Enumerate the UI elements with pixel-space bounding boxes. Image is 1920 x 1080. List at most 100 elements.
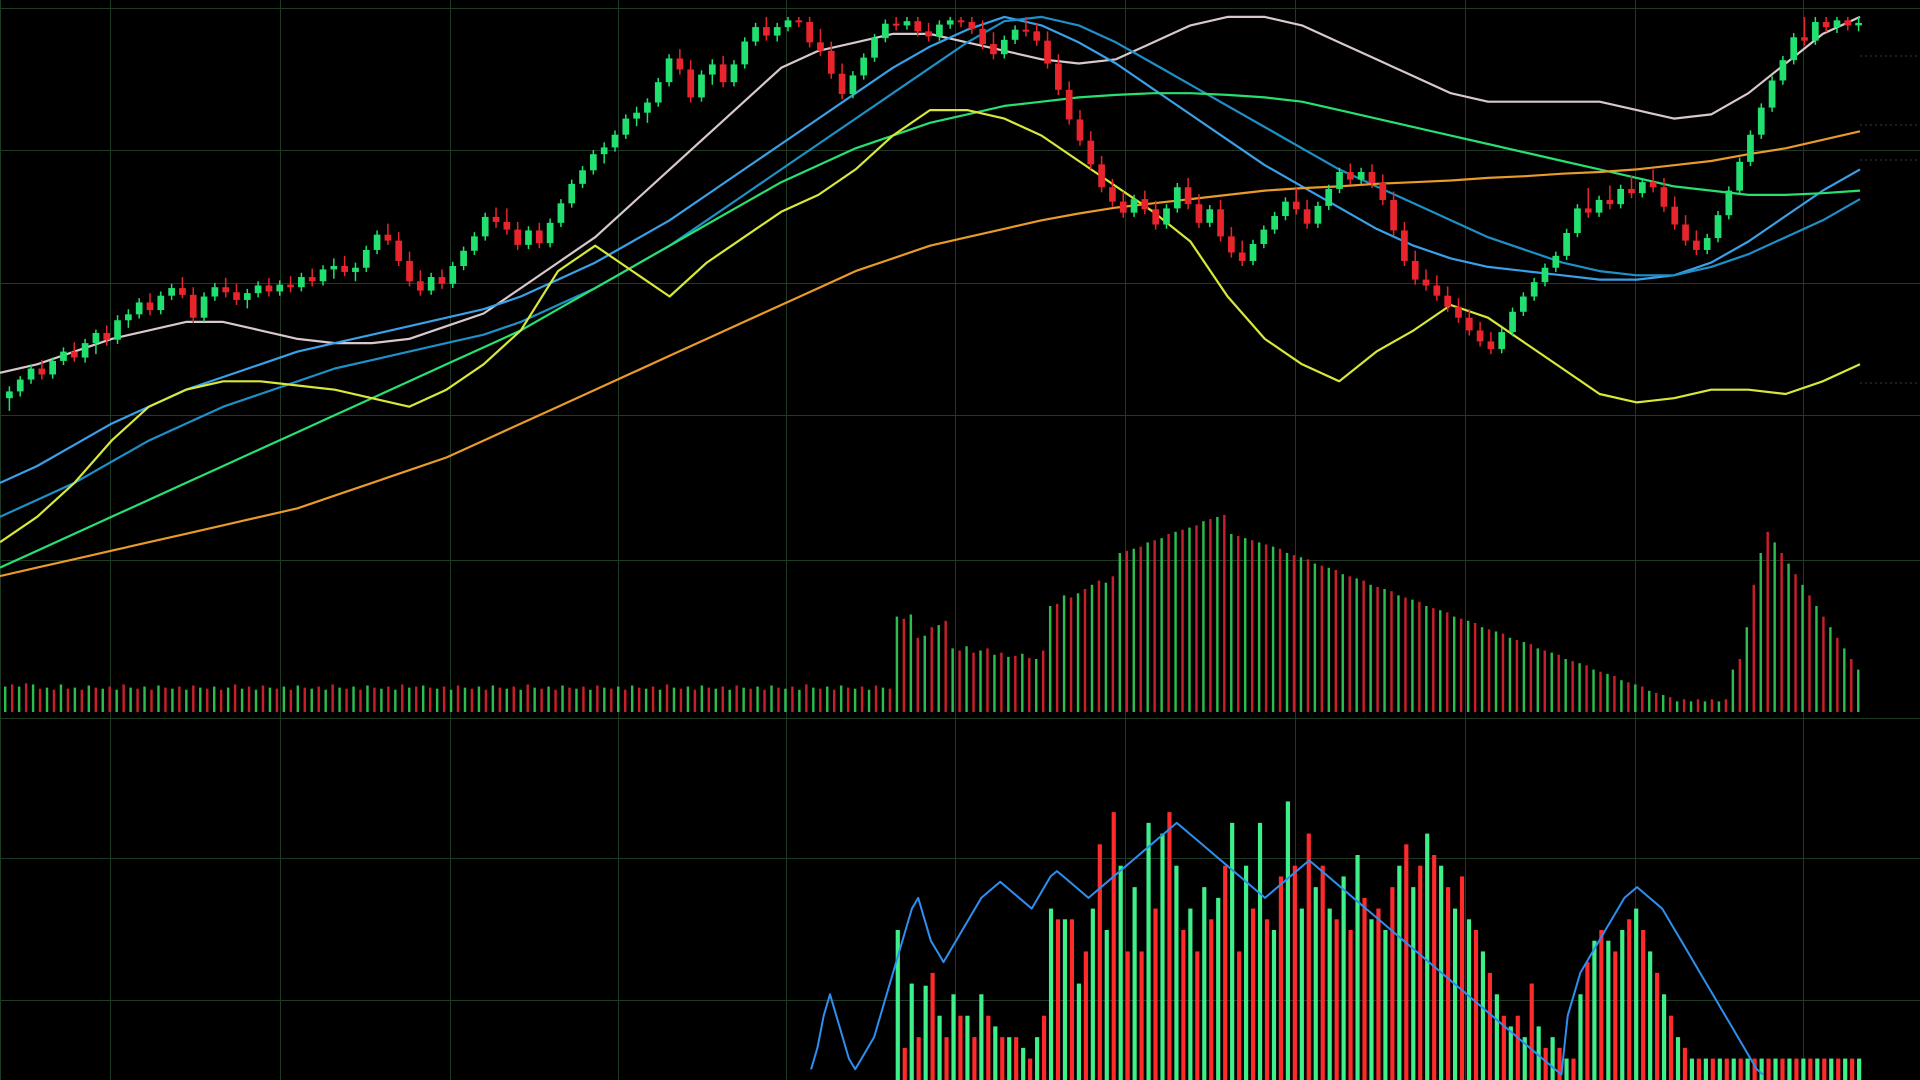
volume-bar <box>1083 589 1087 712</box>
volume-bar <box>554 689 557 712</box>
oscillator-bar <box>1355 855 1360 1080</box>
candle-body <box>1282 201 1289 217</box>
candle-body <box>622 118 630 135</box>
moving-average-line <box>0 130 1861 578</box>
oscillator-bar <box>972 1037 977 1080</box>
volume-bar <box>415 686 418 712</box>
candle-body <box>211 287 219 297</box>
volume-bar <box>401 684 404 712</box>
volume-bar <box>1376 586 1379 712</box>
candle-body <box>416 281 424 291</box>
candle-body <box>1195 204 1203 223</box>
oscillator-bar <box>1090 908 1095 1080</box>
volume-bar <box>1822 616 1825 712</box>
candle-body <box>730 64 738 83</box>
moving-average-line <box>0 15 1861 484</box>
volume-bar <box>637 687 641 712</box>
volume-bar <box>826 686 829 712</box>
volume-bar <box>693 689 697 712</box>
volume-bar <box>206 688 209 712</box>
candle-body <box>1693 240 1700 250</box>
candle-body <box>773 27 781 36</box>
candle-body <box>243 293 251 300</box>
candle-body <box>1476 330 1484 342</box>
volume-bar <box>435 688 439 712</box>
candle-body <box>427 277 435 291</box>
volume-bar <box>686 686 690 712</box>
oscillator-bar <box>1153 908 1158 1080</box>
candle-body <box>330 266 338 270</box>
volume-bar <box>380 688 383 712</box>
candle-body <box>1487 341 1495 350</box>
oscillator-bar <box>1801 1058 1806 1080</box>
volume-bar <box>1188 527 1191 712</box>
oscillator-bar <box>1160 833 1165 1080</box>
candle-body <box>168 288 175 296</box>
candle-body <box>1357 171 1365 180</box>
candle-body <box>535 230 543 244</box>
volume-bar <box>150 689 153 712</box>
volume-bar <box>66 688 70 712</box>
volume-bar <box>1146 542 1149 712</box>
volume-bar <box>1383 589 1386 712</box>
volume-bar <box>463 687 467 712</box>
volume-bar <box>122 684 125 712</box>
candle-body <box>1725 190 1733 216</box>
candle-body <box>936 24 943 37</box>
oscillator-bar <box>1808 1058 1813 1080</box>
candle-body <box>1498 332 1506 350</box>
candle-body <box>644 102 651 113</box>
candle-body <box>49 360 57 375</box>
candle-body <box>341 266 348 272</box>
candle-body <box>287 284 294 288</box>
oscillator-bar <box>1452 908 1458 1080</box>
volume-bar <box>1557 654 1560 712</box>
volume-bar <box>1815 606 1818 712</box>
volume-bar <box>937 625 940 712</box>
volume-bar <box>484 689 488 712</box>
volume-bar <box>1578 663 1581 712</box>
candle-body <box>860 57 868 76</box>
volume-bar <box>394 689 397 712</box>
volume-bar <box>317 686 320 712</box>
volume-bar <box>1585 665 1588 712</box>
candle-body <box>481 216 489 237</box>
candle-body <box>276 284 284 292</box>
candle-body <box>600 147 608 155</box>
oscillator-bar <box>1097 844 1102 1080</box>
volume-bar <box>345 688 348 712</box>
candle-body <box>319 269 327 282</box>
volume-bar <box>679 688 683 712</box>
volume-bar <box>895 616 899 712</box>
oscillator-bar <box>1529 983 1534 1080</box>
candle-body <box>1617 188 1625 205</box>
candle-body <box>1433 285 1441 296</box>
candle-body <box>903 21 911 26</box>
volume-bar <box>275 688 279 712</box>
volume-bar <box>282 686 286 712</box>
candle-body <box>1022 29 1030 32</box>
candle-body <box>1455 306 1462 318</box>
volume-bar <box>1439 610 1442 712</box>
candle-body <box>1574 208 1581 233</box>
volume-bar <box>1522 642 1526 712</box>
volume-bar <box>108 686 111 712</box>
candle-body <box>676 58 684 70</box>
candle-body <box>1368 171 1376 183</box>
oscillator-bar <box>1041 1015 1047 1080</box>
candle-body <box>1660 187 1668 207</box>
candle-body <box>1465 317 1473 331</box>
volume-bar <box>707 687 711 712</box>
oscillator-bar <box>1738 1058 1743 1080</box>
oscillator-bar <box>1459 876 1465 1080</box>
oscillator-bar <box>1327 908 1332 1080</box>
volume-bar <box>770 685 773 712</box>
volume-bar <box>1021 653 1024 712</box>
candle-body <box>719 64 727 83</box>
candle-body <box>103 332 111 340</box>
candle-body <box>1552 255 1560 268</box>
volume-bar <box>1007 656 1010 712</box>
oscillator-bar <box>1585 962 1590 1080</box>
oscillator-bar <box>1014 1037 1019 1080</box>
